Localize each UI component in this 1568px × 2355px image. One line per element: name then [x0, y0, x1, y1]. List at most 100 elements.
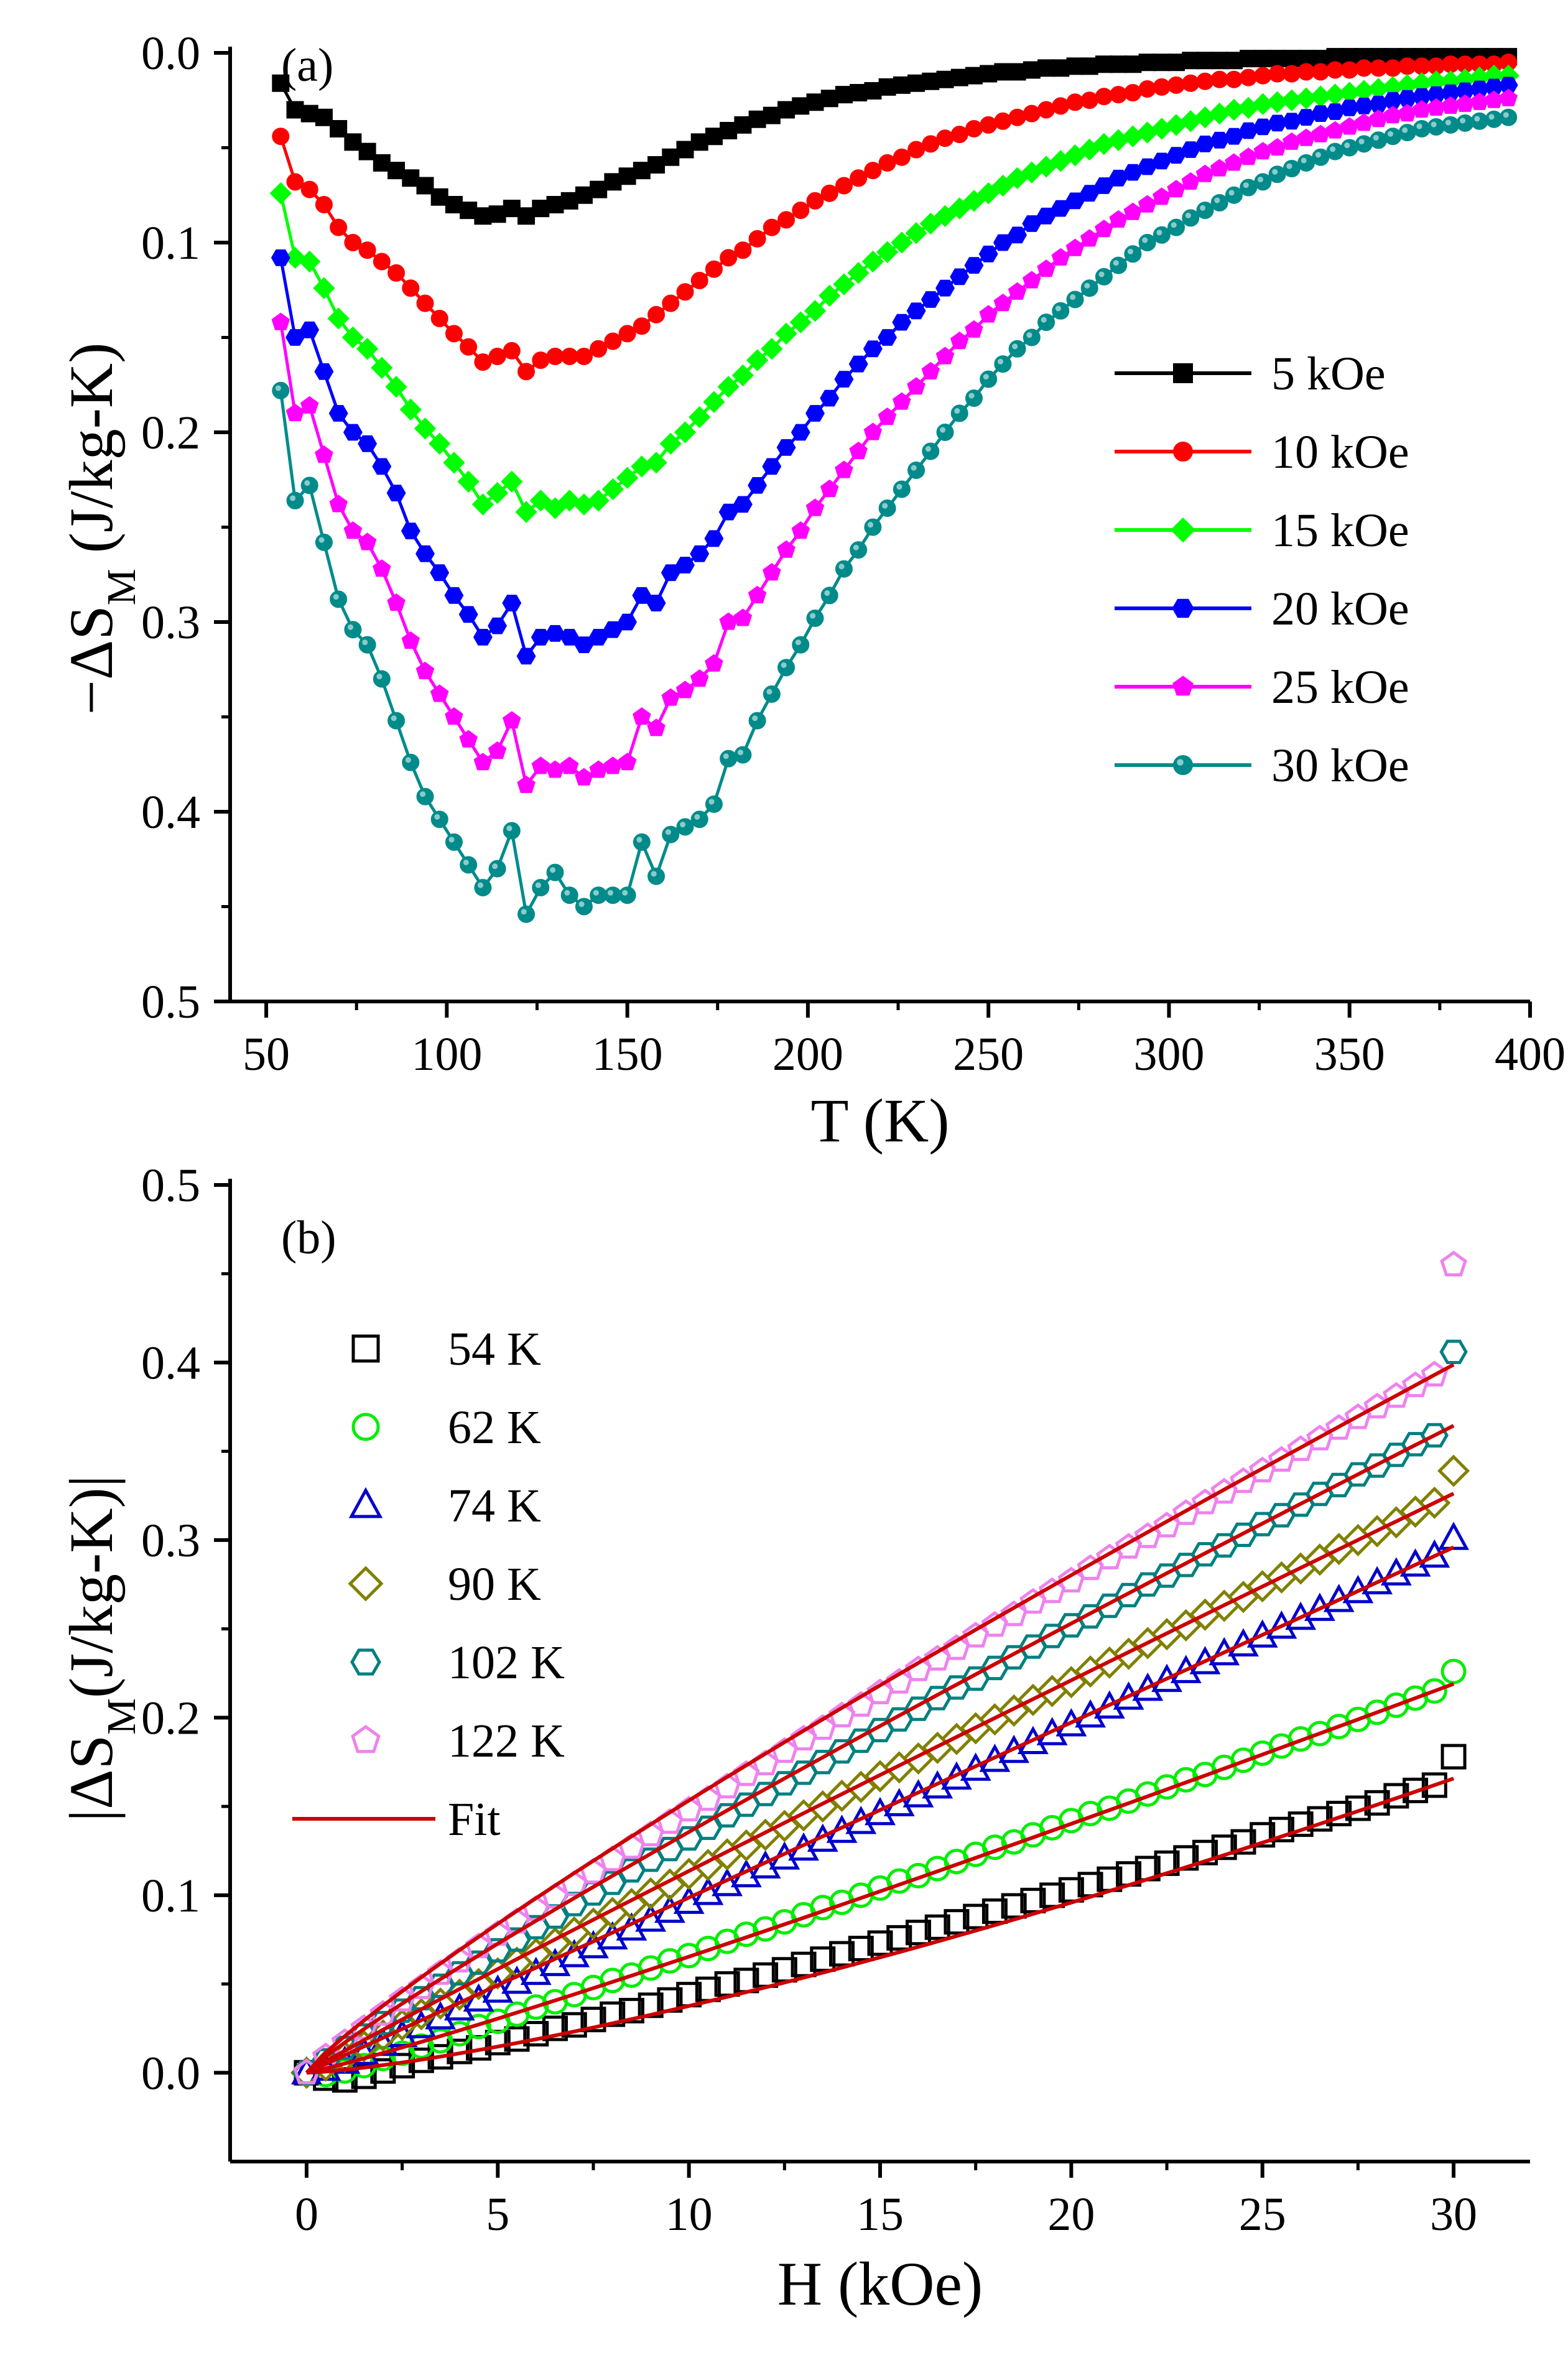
- data-point: [587, 490, 610, 512]
- data-point: [373, 559, 391, 577]
- data-point: [1268, 137, 1287, 156]
- data-point: [676, 1982, 702, 2008]
- data-point: [414, 417, 437, 440]
- data-point: [748, 585, 767, 603]
- data-point: [517, 905, 536, 923]
- data-point: [315, 108, 333, 126]
- data-point-highlight: [1026, 332, 1032, 338]
- data-point-highlight: [1012, 343, 1018, 350]
- data-point: [313, 277, 335, 299]
- legend-marker: [1172, 598, 1194, 618]
- data-point: [922, 72, 940, 90]
- data-point: [1326, 142, 1344, 160]
- ylabel-prefix: −ΔS: [57, 605, 126, 715]
- data-point: [329, 495, 348, 513]
- data-point: [580, 2007, 606, 2033]
- data-point-highlight: [477, 882, 484, 888]
- data-point: [474, 353, 492, 371]
- data-point: [1080, 185, 1100, 202]
- data-point: [876, 241, 899, 263]
- data-point: [850, 541, 868, 559]
- data-point: [358, 532, 377, 550]
- data-point: [1124, 84, 1142, 102]
- data-point: [300, 180, 318, 198]
- data-point: [531, 629, 550, 646]
- data-point: [820, 389, 840, 407]
- data-point: [427, 2044, 453, 2070]
- data-point: [445, 833, 463, 851]
- data-point: [315, 196, 333, 213]
- data-point: [659, 432, 682, 455]
- data-point: [330, 590, 348, 608]
- data-point-highlight: [550, 867, 556, 873]
- data-point: [616, 467, 639, 489]
- data-point: [1052, 302, 1070, 320]
- data-point: [1192, 1839, 1218, 1865]
- data-point: [1065, 192, 1085, 210]
- data-point: [328, 405, 348, 422]
- data-point: [416, 294, 434, 312]
- data-point: [1138, 234, 1156, 251]
- data-point: [542, 2015, 568, 2041]
- data-point: [272, 128, 290, 146]
- data-point: [748, 110, 766, 128]
- data-point: [638, 1992, 664, 2018]
- data-point: [402, 279, 420, 297]
- ylabel-suffix: (J/kg-K)|: [57, 1475, 126, 1698]
- legend-marker: [350, 1648, 381, 1676]
- data-point: [847, 262, 870, 284]
- data-point: [459, 730, 478, 748]
- data-point: [457, 470, 480, 493]
- data-point: [344, 234, 362, 251]
- x-tick-label: 0: [295, 2188, 318, 2241]
- data-point: [1066, 93, 1084, 111]
- data-point-highlight: [448, 837, 455, 843]
- data-point: [430, 684, 449, 702]
- data-point-highlight: [1098, 271, 1105, 277]
- legend-label: 15 kOe: [1271, 504, 1409, 557]
- legend-label: 102 K: [448, 1637, 565, 1689]
- data-point-highlight: [1344, 142, 1350, 149]
- data-point: [1037, 59, 1055, 77]
- data-point: [590, 886, 608, 904]
- legend-a: 5 kOe 10 kOe 15 kOe 20 kOe 25 kOe 30 kOe: [1115, 348, 1409, 792]
- chart-1-axes: 0 5 10 15 20 25 30 0.0 0.1 0.2 0.3 0.4 0.5: [141, 1159, 1530, 2241]
- data-point: [762, 458, 782, 475]
- fit-line: [305, 1424, 1455, 2074]
- data-point: [1080, 279, 1098, 297]
- data-point: [1383, 91, 1403, 109]
- data-point: [561, 2012, 587, 2038]
- data-point: [330, 120, 348, 137]
- data-point: [763, 685, 781, 703]
- data-point: [1008, 108, 1026, 126]
- data-point: [272, 74, 290, 92]
- data-point: [777, 101, 796, 119]
- data-point: [1095, 88, 1113, 106]
- x-tick-label: 30: [1430, 2188, 1477, 2241]
- data-point: [1307, 1806, 1333, 1832]
- data-point: [906, 302, 926, 320]
- data-point: [993, 294, 1013, 312]
- data-point: [1108, 169, 1128, 187]
- data-point: [515, 501, 537, 523]
- data-point: [1268, 50, 1286, 68]
- data-point: [1066, 57, 1084, 75]
- data-point: [1282, 113, 1302, 130]
- data-point: [718, 503, 738, 521]
- data-point: [633, 162, 651, 180]
- legend-label: 54 K: [448, 1323, 541, 1375]
- data-point: [748, 230, 766, 248]
- data-point-highlight: [636, 837, 643, 843]
- data-point: [864, 162, 882, 180]
- data-point-highlight: [1474, 116, 1480, 122]
- data-point: [1052, 97, 1070, 115]
- data-point: [603, 621, 623, 638]
- data-point: [1210, 193, 1228, 211]
- data-point: [777, 211, 796, 229]
- data-point: [1440, 1744, 1467, 1770]
- data-point: [1211, 1834, 1237, 1860]
- data-point: [269, 182, 292, 205]
- data-point: [1095, 267, 1113, 286]
- data-point: [286, 101, 304, 119]
- series-30-kOe: [272, 108, 1518, 923]
